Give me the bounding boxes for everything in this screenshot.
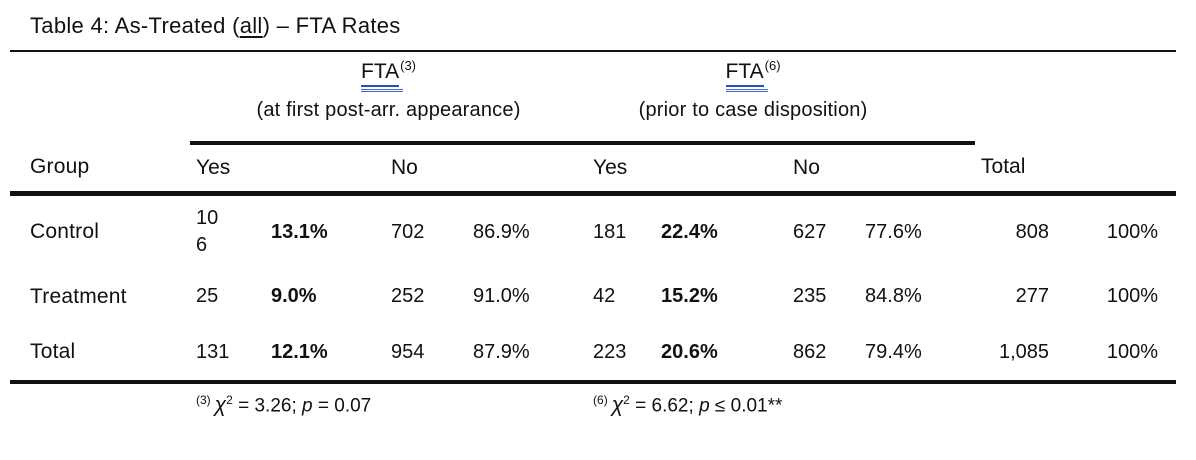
total-total-count: 1,085 bbox=[975, 324, 1056, 384]
control-fta3-yes-count: 10 6 bbox=[196, 207, 219, 257]
spacer-cell bbox=[975, 51, 1176, 143]
title-underlined-word: all bbox=[239, 13, 263, 38]
spacer-cell bbox=[1055, 143, 1177, 196]
col-header-group: Group bbox=[10, 143, 190, 196]
table-row-total: Total 131 12.1% 954 87.9% 223 20.6% 862 … bbox=[10, 324, 1177, 384]
fta6-heading: FTA(6) bbox=[587, 58, 919, 92]
col-header-total: Total bbox=[975, 143, 1056, 196]
fta6-superscript: (6) bbox=[764, 58, 781, 73]
control-fta6-no-pct: 77.6% bbox=[865, 220, 922, 243]
treatment-fta3-no-count: 252 bbox=[391, 285, 425, 307]
footnote-fta6-stat: = 6.62; bbox=[629, 395, 700, 417]
spacer-cell bbox=[265, 143, 385, 196]
p-symbol: p bbox=[302, 395, 313, 417]
row-label-treatment: Treatment bbox=[30, 284, 127, 308]
total-fta6-no-count: 862 bbox=[787, 324, 860, 384]
footnote-fta3-marker: (3) bbox=[196, 393, 211, 407]
control-total-pct: 100% bbox=[1106, 220, 1159, 243]
chi-exponent: 2 bbox=[623, 393, 630, 407]
treatment-fta3-yes-count: 25 bbox=[196, 285, 219, 307]
total-fta3-yes-pct: 12.1% bbox=[265, 324, 385, 384]
total-fta6-yes-count: 223 bbox=[587, 324, 656, 384]
row-label-total: Total bbox=[10, 324, 190, 384]
title-suffix: ) – FTA Rates bbox=[262, 13, 401, 38]
treatment-fta6-no-pct: 84.8% bbox=[865, 285, 922, 307]
control-fta3-no-count: 702 bbox=[391, 220, 425, 243]
fta3-group-header: FTA(3) (at first post-arr. appearance) bbox=[190, 51, 588, 145]
total-fta6-no-pct: 79.4% bbox=[859, 324, 976, 384]
col-header-fta6-yes: Yes bbox=[587, 143, 656, 196]
control-total-count: 808 bbox=[1015, 220, 1050, 243]
footnote-fta3: (3) χ2 = 3.26; p = 0.07 bbox=[190, 382, 587, 434]
fta3-subtitle: (at first post-arr. appearance) bbox=[256, 99, 521, 121]
column-header-row: Group Yes No Yes No Total bbox=[10, 143, 1177, 196]
fta3-heading: FTA(3) bbox=[190, 58, 587, 92]
spacer-cell bbox=[655, 143, 788, 196]
footnote-fta6-marker: (6) bbox=[593, 393, 608, 407]
fta6-group-header: FTA(6) (prior to case disposition) bbox=[587, 51, 976, 145]
total-fta3-no-count: 954 bbox=[385, 324, 467, 384]
chi-symbol: χ bbox=[214, 393, 227, 417]
treatment-fta3-yes-pct: 9.0% bbox=[271, 285, 317, 307]
fta3-superscript: (3) bbox=[400, 58, 417, 73]
group-header-row: FTA(3) (at first post-arr. appearance) F… bbox=[10, 51, 1176, 145]
title-prefix: Table 4: As-Treated ( bbox=[30, 13, 240, 38]
control-fta3-no-pct: 86.9% bbox=[473, 220, 530, 243]
footnote-row: (3) χ2 = 3.26; p = 0.07 (6) χ2 = 6.62; p ≤… bbox=[10, 382, 1176, 434]
fta6-subtitle: (prior to case disposition) bbox=[638, 99, 868, 121]
footnote-fta6-pvalue: ≤ 0.01** bbox=[709, 395, 783, 417]
chi-symbol: χ bbox=[611, 393, 624, 417]
spacer-cell bbox=[10, 382, 190, 434]
total-fta6-yes-pct: 20.6% bbox=[655, 324, 788, 384]
control-fta3-yes-pct: 13.1% bbox=[271, 220, 328, 243]
control-fta6-no-count: 627 bbox=[793, 220, 827, 243]
table-row-treatment: Treatment 25 9.0% 252 91.0% 42 15.2% 235… bbox=[10, 269, 1176, 324]
treatment-fta6-no-count: 235 bbox=[793, 285, 827, 307]
control-fta6-yes-pct: 22.4% bbox=[661, 220, 718, 243]
table-row-control: Control 10 6 13.1% 702 86.9% 181 22.4% 6… bbox=[10, 193, 1176, 269]
total-fta3-yes-count: 131 bbox=[190, 324, 265, 384]
treatment-fta3-no-pct: 91.0% bbox=[473, 285, 530, 307]
footnote-fta6: (6) χ2 = 6.62; p ≤ 0.01** bbox=[587, 382, 975, 434]
total-total-pct: 100% bbox=[1055, 324, 1177, 384]
page-title: Table 4: As-Treated (all) – FTA Rates bbox=[30, 13, 1196, 39]
fta6-underlined-word: FTA bbox=[725, 60, 768, 92]
treatment-fta6-yes-count: 42 bbox=[593, 285, 616, 307]
fta3-underlined-word: FTA bbox=[361, 60, 404, 92]
spacer-cell bbox=[467, 143, 588, 196]
spacer-cell bbox=[859, 143, 976, 196]
footnote-fta3-pvalue: = 0.07 bbox=[312, 395, 372, 417]
control-fta6-yes-count: 181 bbox=[593, 220, 627, 243]
treatment-total-pct: 100% bbox=[1106, 285, 1159, 307]
spacer-cell bbox=[975, 382, 1176, 434]
total-fta3-no-pct: 87.9% bbox=[467, 324, 588, 384]
col-header-fta3-no: No bbox=[385, 143, 467, 196]
footnote-fta3-stat: = 3.26; bbox=[232, 395, 303, 417]
chi-exponent: 2 bbox=[226, 393, 233, 407]
row-label-control: Control bbox=[30, 220, 100, 244]
treatment-total-count: 277 bbox=[1015, 285, 1050, 307]
p-symbol: p bbox=[699, 395, 710, 417]
fta-rates-table: FTA(3) (at first post-arr. appearance) F… bbox=[10, 50, 1177, 434]
col-header-fta3-yes: Yes bbox=[190, 143, 265, 196]
treatment-fta6-yes-pct: 15.2% bbox=[661, 285, 718, 307]
spacer-cell bbox=[10, 51, 190, 143]
col-header-fta6-no: No bbox=[787, 143, 860, 196]
